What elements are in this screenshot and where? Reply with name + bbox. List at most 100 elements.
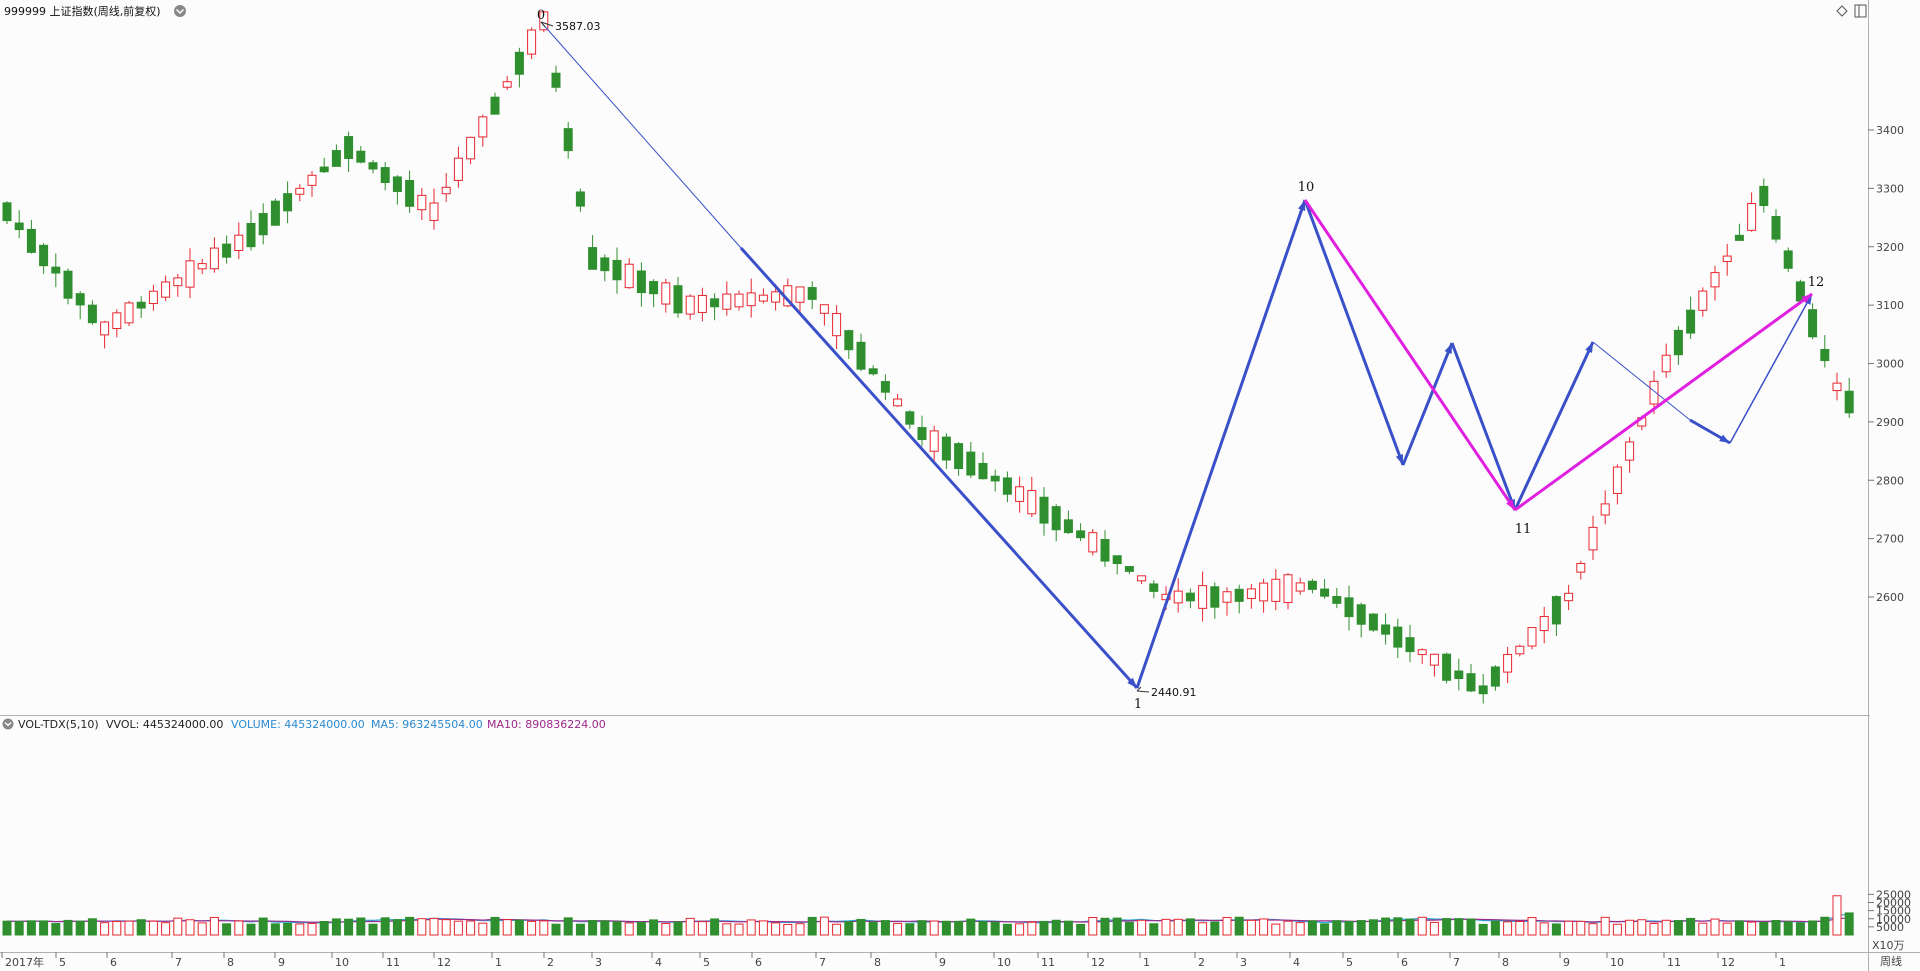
candle-up — [795, 286, 805, 303]
candle-down — [588, 247, 598, 270]
volume-bar — [161, 922, 171, 936]
candle-up — [1417, 649, 1427, 656]
indicator-menu-icon[interactable] — [2, 718, 14, 730]
volume-bar — [344, 918, 354, 936]
candle-down — [1673, 329, 1683, 356]
volume-bar — [14, 920, 24, 936]
volume-bar — [1734, 920, 1744, 936]
candle-down — [331, 150, 341, 167]
volume-bar — [710, 918, 720, 936]
price-tick-label: 2700 — [1876, 533, 1904, 546]
volume-bar — [1442, 918, 1452, 936]
volume-bar — [2, 920, 12, 936]
time-tick-label: 9 — [278, 956, 285, 969]
volume-bar — [1332, 920, 1342, 936]
candle-down — [75, 293, 85, 306]
candle-up — [466, 136, 476, 160]
candle-up — [307, 174, 317, 186]
candle-up — [734, 293, 744, 308]
time-tick-label: 9 — [939, 956, 946, 969]
candle-down — [1844, 390, 1854, 414]
chevron-down-icon[interactable] — [174, 5, 186, 17]
volume-bar — [51, 923, 61, 936]
volume-bar — [783, 923, 793, 936]
volume-bar — [1283, 920, 1293, 936]
low-value: 2440.91 — [1151, 686, 1197, 699]
candle-up — [185, 260, 195, 288]
time-tick-label: 12 — [437, 956, 451, 969]
time-tick-label: 12 — [1091, 956, 1105, 969]
volume-bar — [588, 920, 598, 936]
panel-toggle-icon[interactable] — [1854, 4, 1867, 18]
volume-bar — [1612, 923, 1622, 936]
volume-bar — [1063, 920, 1073, 936]
volume-bar — [880, 920, 890, 936]
time-tick-label: 8 — [1502, 956, 1509, 969]
candle-down — [563, 128, 573, 152]
volume-bar — [1381, 917, 1391, 936]
volume-bar — [1429, 921, 1439, 936]
candle-up — [417, 194, 427, 211]
volume-bar — [466, 920, 476, 936]
volume-bar — [1564, 920, 1574, 936]
time-tick-label: 9 — [1563, 956, 1570, 969]
volume-bar — [1259, 918, 1269, 936]
volume-bar — [270, 923, 280, 936]
candle-up — [453, 157, 463, 181]
time-tick-label: 10 — [997, 956, 1011, 969]
candle-up — [1564, 592, 1574, 602]
time-tick-label: 11 — [1041, 956, 1055, 969]
volume-bar — [417, 918, 427, 936]
volume-tick-label: 10000 — [1876, 913, 1911, 926]
candle-down — [87, 304, 97, 324]
volume-bar — [1515, 921, 1525, 936]
wave-line-main — [1401, 342, 1454, 466]
candle-up — [112, 312, 122, 330]
wave-line-thin — [1592, 341, 1691, 421]
volume-bar — [819, 916, 829, 936]
candle-down — [222, 243, 232, 258]
volume-bar — [905, 923, 915, 936]
candle-down — [941, 436, 951, 461]
time-tick-label: 2017年 — [5, 955, 44, 969]
volume-bar — [502, 919, 512, 936]
candle-down — [1124, 566, 1134, 572]
volume-bars — [2, 895, 1854, 936]
volume-bar — [1673, 920, 1683, 936]
time-tick-label: 10 — [335, 956, 349, 969]
volume-bar — [661, 922, 671, 936]
diamond-icon[interactable] — [1836, 5, 1848, 17]
volume-bar — [1246, 919, 1256, 936]
volume-bar — [1771, 919, 1781, 936]
candle-down — [1478, 685, 1488, 695]
candle-down — [978, 462, 988, 480]
indicator-ma5: MA5: 963245504.00 — [371, 718, 483, 731]
candle-up — [441, 186, 451, 195]
price-tick-label: 2600 — [1876, 591, 1904, 604]
volume-bar — [563, 917, 573, 936]
candle-up — [685, 295, 695, 315]
volume-bar — [441, 919, 451, 936]
candle-down — [1368, 613, 1378, 631]
candle-down — [880, 381, 890, 393]
volume-bar — [453, 920, 463, 936]
candle-up — [1173, 590, 1183, 604]
candle-up — [758, 294, 768, 302]
candle-down — [1344, 597, 1354, 618]
candle-up — [209, 247, 219, 270]
candle-up — [746, 292, 756, 307]
candle-up — [173, 277, 183, 287]
candle-down — [636, 270, 646, 294]
price-tick-label: 3300 — [1876, 182, 1904, 195]
volume-bar — [539, 920, 549, 936]
candle-up — [1625, 441, 1635, 461]
price-tick-label: 2900 — [1876, 416, 1904, 429]
wave-line-magenta-thin — [1304, 199, 1516, 511]
volume-bar — [1173, 918, 1183, 936]
candle-up — [295, 187, 305, 195]
volume-bar — [26, 920, 36, 936]
volume-bar — [136, 919, 146, 936]
wave-label-11: 11 — [1515, 522, 1532, 537]
volume-bar — [1686, 917, 1696, 936]
volume-bar — [1576, 920, 1586, 936]
